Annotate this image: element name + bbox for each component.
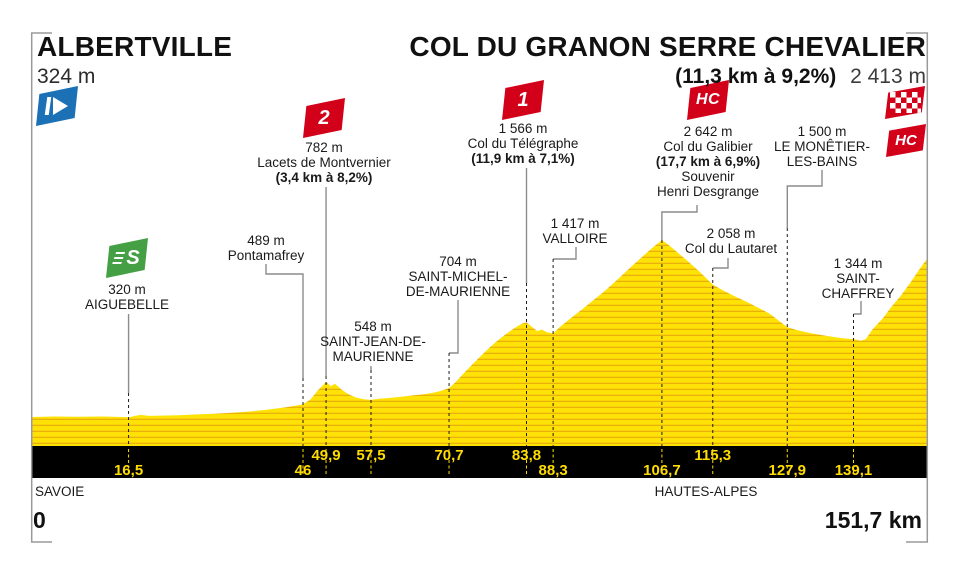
- elevation-profile-area: [31, 240, 928, 446]
- label-connector-line: [553, 247, 577, 260]
- frame-bracket-left: [30, 32, 52, 543]
- label-connector-line: [786, 170, 823, 228]
- label-connector-line: [712, 258, 729, 269]
- label-connector-line: [449, 300, 459, 354]
- label-connector-line: [853, 301, 862, 315]
- label-connector-line: [661, 205, 698, 240]
- distance-bar: [31, 446, 928, 478]
- label-connector-line: [265, 264, 304, 378]
- frame-bracket-right: [906, 32, 929, 543]
